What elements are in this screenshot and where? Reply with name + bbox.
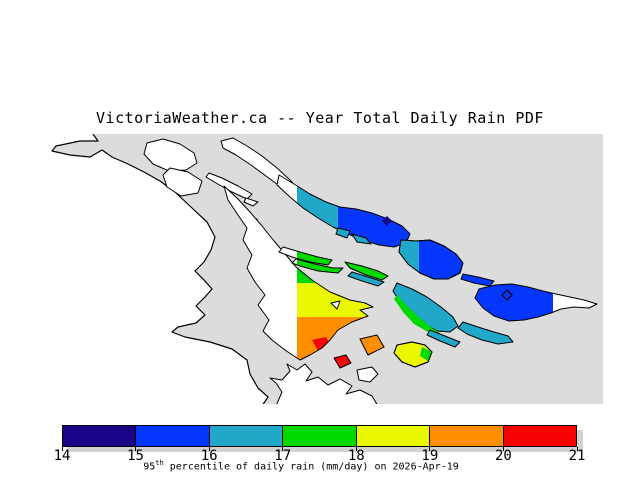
colorbar-tick-label: 20 bbox=[494, 448, 512, 464]
colorbar-tick bbox=[208, 447, 210, 451]
caption-superscript: th bbox=[155, 459, 164, 467]
colorbar-tick bbox=[61, 447, 63, 451]
southeast-teal-sliver bbox=[427, 330, 460, 347]
striped-islet-green bbox=[345, 262, 388, 280]
small-yellow-islet-outline bbox=[394, 342, 432, 367]
caption-text: percentile of daily rain (mm/day) on 202… bbox=[163, 461, 459, 473]
colorbar-segment-2 bbox=[209, 426, 284, 446]
colorbar-tick-label: 14 bbox=[53, 448, 71, 464]
white-islet-sidney bbox=[357, 367, 378, 382]
colorbar-tick bbox=[429, 447, 431, 451]
colorbar-tick bbox=[576, 447, 578, 451]
saanich-peninsula bbox=[270, 364, 378, 404]
mid-northeast-island-outline bbox=[399, 240, 463, 279]
striped-islet-teal bbox=[348, 272, 384, 286]
thetis-island bbox=[144, 139, 197, 171]
vancouver-island-coastline bbox=[52, 134, 268, 406]
small-orange-islet bbox=[360, 335, 384, 355]
colorbar-segment-1 bbox=[136, 426, 210, 446]
teal-islet-b bbox=[352, 234, 371, 244]
colorbar-tick bbox=[355, 447, 357, 451]
colorbar bbox=[62, 425, 577, 447]
colorbar-segment-6 bbox=[503, 426, 576, 446]
colorbar-tick-label: 19 bbox=[421, 448, 439, 464]
station-marker-open-diamond bbox=[502, 290, 512, 300]
colorbar-tick bbox=[282, 447, 284, 451]
thin-white-islet-2 bbox=[244, 198, 258, 206]
colorbar-segment-0 bbox=[63, 426, 137, 446]
small-yellow-islet-green-tip bbox=[420, 347, 432, 361]
central-teal-island-green-streak bbox=[394, 295, 440, 333]
teal-islet-a bbox=[336, 228, 350, 238]
colorbar-tick-label: 21 bbox=[568, 448, 586, 464]
station-marker-filled-diamond bbox=[382, 216, 392, 226]
thin-green-islet-1-outline bbox=[279, 247, 332, 265]
colorbar-tick bbox=[135, 447, 137, 451]
colorbar-caption: 95th percentile of daily rain (mm/day) o… bbox=[0, 459, 621, 472]
caption-value: 95 bbox=[143, 461, 156, 473]
southeast-teal-island bbox=[458, 322, 513, 344]
colorbar-tick-label: 17 bbox=[274, 448, 292, 464]
colorbar-tick-label: 18 bbox=[347, 448, 365, 464]
lake-hole bbox=[331, 301, 340, 309]
large-central-island-outline bbox=[224, 186, 373, 360]
thin-green-islet-2-outline bbox=[292, 259, 343, 273]
east-island-outline bbox=[475, 284, 597, 321]
colorbar-tick-label: 16 bbox=[200, 448, 218, 464]
plot-title: VictoriaWeather.ca -- Year Total Daily R… bbox=[96, 109, 544, 127]
penelakut-island bbox=[163, 168, 202, 196]
colorbar-segment-4 bbox=[356, 426, 431, 446]
colorbar-tick bbox=[502, 447, 504, 451]
colorbar-tick-label: 15 bbox=[127, 448, 144, 464]
colorbar-segment-3 bbox=[283, 426, 357, 446]
colorbar-segment-5 bbox=[430, 426, 504, 446]
small-red-islet bbox=[334, 355, 351, 368]
